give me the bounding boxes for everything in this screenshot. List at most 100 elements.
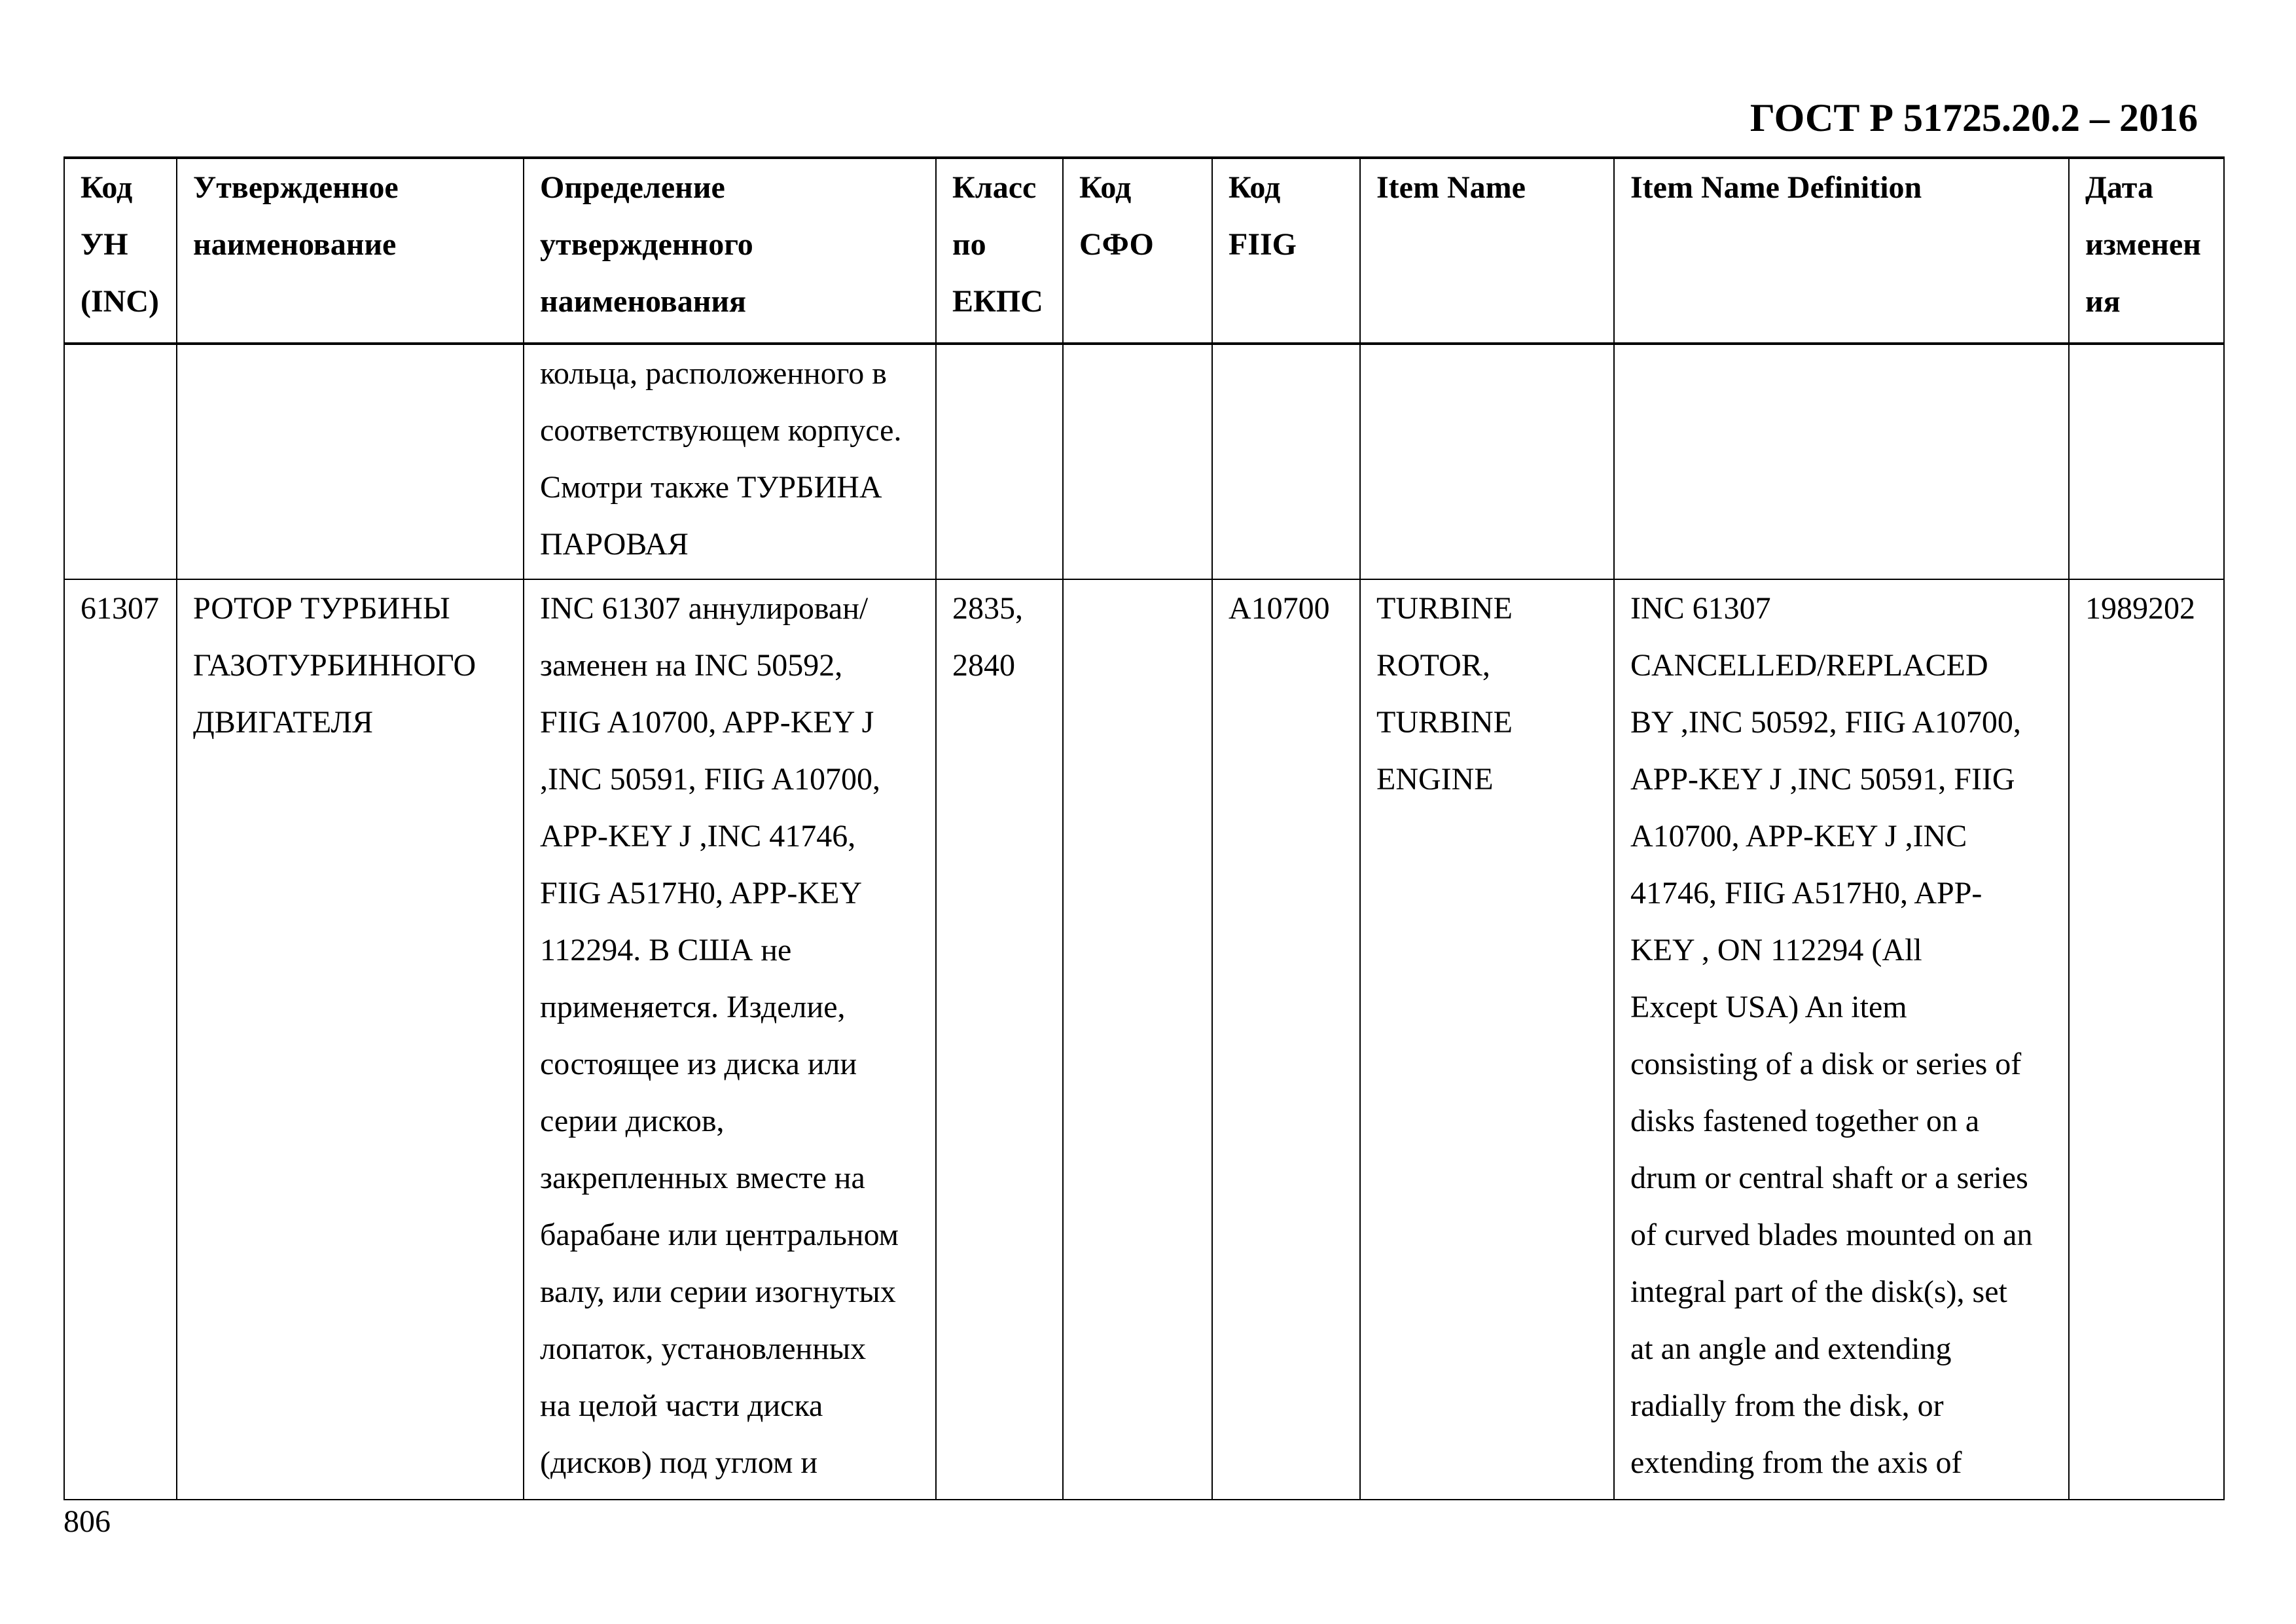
cell-line: 2840 [952, 648, 1015, 683]
header-definition: Определение утвержденного наименования [523, 156, 937, 345]
cell-line: radially from the disk, or [1630, 1388, 1944, 1423]
cell-item-name-definition [1613, 343, 2070, 580]
cell-line: extending from the axis of [1630, 1445, 1962, 1480]
cell-line: состоящее из диска или [540, 1047, 857, 1081]
header-approved-name: Утвержденное наименование [176, 156, 524, 345]
cell-line: Except USA) An item [1630, 990, 1907, 1024]
cell-line: Дата [2085, 170, 2153, 205]
page-number: 806 [63, 1504, 111, 1539]
cell-fiig [1211, 343, 1361, 580]
cell-line: of curved blades mounted on an [1630, 1218, 2033, 1252]
header-class: Класс по ЕКПС [935, 156, 1064, 345]
cell-line: APP-KEY J ,INC 41746, [540, 819, 856, 854]
cell-line: FIIG [1229, 227, 1297, 262]
cell-line: Смотри также ТУРБИНА [540, 470, 882, 505]
cell-line: Код [81, 170, 133, 205]
cell-line: INC 61307 [1630, 591, 1771, 626]
cell-item-name [1359, 343, 1615, 580]
cell-line: APP-KEY J ,INC 50591, FIIG [1630, 762, 2015, 797]
cell-line: наименование [193, 227, 397, 262]
cell-sfo [1062, 579, 1213, 1500]
document-code: ГОСТ Р 51725.20.2 – 2016 [1749, 96, 2198, 139]
cell-line: CANCELLED/REPLACED [1630, 648, 1988, 683]
cell-line: ПАРОВАЯ [540, 527, 689, 562]
cell-line: 112294. В США не [540, 933, 792, 967]
cell-line: 2835, [952, 591, 1023, 626]
cell-line: Item Name [1376, 170, 1526, 205]
cell-definition: кольца, расположенного в соответствующем … [523, 343, 937, 580]
cell-item-name-definition: INC 61307 CANCELLED/REPLACED BY ,INC 50592… [1613, 579, 2070, 1500]
cell-line: на целой части диска [540, 1388, 823, 1423]
cell-line: утвержденного [540, 227, 753, 262]
cell-name [176, 343, 524, 580]
cell-line: A10700 [1229, 591, 1330, 626]
cell-line: INC 61307 аннулирован/ [540, 591, 869, 626]
cell-line: 41746, FIIG A517H0, APP- [1630, 876, 1982, 911]
cell-line: TURBINE [1376, 591, 1513, 626]
cell-line: 1989202 [2085, 591, 2195, 626]
cell-line: валу, или серии изогнутых [540, 1274, 896, 1309]
table-header-row: Код УН (INC) Утвержденное наименование Опреде… [63, 156, 2225, 345]
cell-line: применяется. Изделие, [540, 990, 846, 1024]
cell-fiig: A10700 [1211, 579, 1361, 1500]
cell-line: кольца, расположенного в [540, 356, 887, 391]
header-item-name: Item Name [1359, 156, 1615, 345]
cell-line: барабане или центральном [540, 1218, 899, 1252]
cell-line: FIIG A517H0, APP-KEY [540, 876, 863, 911]
header-fiig: Код FIIG [1211, 156, 1361, 345]
cell-line: 61307 [81, 591, 159, 626]
header-sfo: Код СФО [1062, 156, 1213, 345]
cell-line: Код [1229, 170, 1281, 205]
cell-line: ДВИГАТЕЛЯ [193, 705, 373, 740]
cell-line: TURBINE [1376, 705, 1513, 740]
cell-line: лопаток, установленных [540, 1331, 867, 1366]
cell-line: УН [81, 227, 128, 262]
cell-sfo [1062, 343, 1213, 580]
cell-line: закрепленных вместе на [540, 1161, 865, 1195]
cell-line: Код [1079, 170, 1132, 205]
cell-name: РОТОР ТУРБИНЫ ГАЗОТУРБИННОГО ДВИГАТЕЛЯ [176, 579, 524, 1500]
cell-inc [63, 343, 177, 580]
cell-line: РОТОР ТУРБИНЫ [193, 591, 450, 626]
cell-line: Item Name Definition [1630, 170, 1922, 205]
cell-line: ROTOR, [1376, 648, 1490, 683]
catalog-table: Код УН (INC) Утвержденное наименование Опреде… [63, 156, 2225, 1500]
cell-line: серии дисков, [540, 1104, 725, 1138]
table-row: 61307 РОТОР ТУРБИНЫ ГАЗОТУРБИННОГО ДВИГАТЕЛ… [63, 579, 2225, 1500]
cell-line: наименования [540, 284, 746, 319]
cell-line: KEY , ON 112294 (All [1630, 933, 1922, 967]
cell-line: изменен [2085, 227, 2201, 262]
cell-line: по [952, 227, 986, 262]
cell-item-name: TURBINE ROTOR, TURBINE ENGINE [1359, 579, 1615, 1500]
cell-date [2068, 343, 2225, 580]
cell-class: 2835, 2840 [935, 579, 1064, 1500]
cell-line: FIIG A10700, APP-KEY J [540, 705, 874, 740]
cell-class [935, 343, 1064, 580]
cell-line: drum or central shaft or a series [1630, 1161, 2028, 1195]
cell-definition: INC 61307 аннулирован/заменен на INC 505… [523, 579, 937, 1500]
cell-line: A10700, APP-KEY J ,INC [1630, 819, 1967, 854]
cell-line: ENGINE [1376, 762, 1494, 797]
cell-line: disks fastened together on a [1630, 1104, 1980, 1138]
cell-line: Определение [540, 170, 725, 205]
cell-date: 1989202 [2068, 579, 2225, 1500]
cell-line: BY ,INC 50592, FIIG A10700, [1630, 705, 2021, 740]
cell-line: at an angle and extending [1630, 1331, 1952, 1366]
cell-line: соответствующем корпусе. [540, 413, 902, 448]
cell-line: (дисков) под углом и [540, 1445, 818, 1480]
cell-line: заменен на INC 50592, [540, 648, 843, 683]
header-inc: Код УН (INC) [63, 156, 177, 345]
header-item-name-definition: Item Name Definition [1613, 156, 2070, 345]
cell-line: Утвержденное [193, 170, 399, 205]
cell-inc: 61307 [63, 579, 177, 1500]
cell-line: (INC) [81, 284, 159, 319]
cell-line: ЕКПС [952, 284, 1043, 319]
table-row: кольца, расположенного в соответствующем … [63, 343, 2225, 580]
cell-line: ия [2085, 284, 2121, 319]
cell-line: ,INC 50591, FIIG A10700, [540, 762, 881, 797]
cell-line: Класс [952, 170, 1037, 205]
header-change-date: Дата изменен ия [2068, 156, 2225, 345]
cell-line: СФО [1079, 227, 1154, 262]
cell-line: consisting of a disk or series of [1630, 1047, 2022, 1081]
cell-line: integral part of the disk(s), set [1630, 1274, 2007, 1309]
